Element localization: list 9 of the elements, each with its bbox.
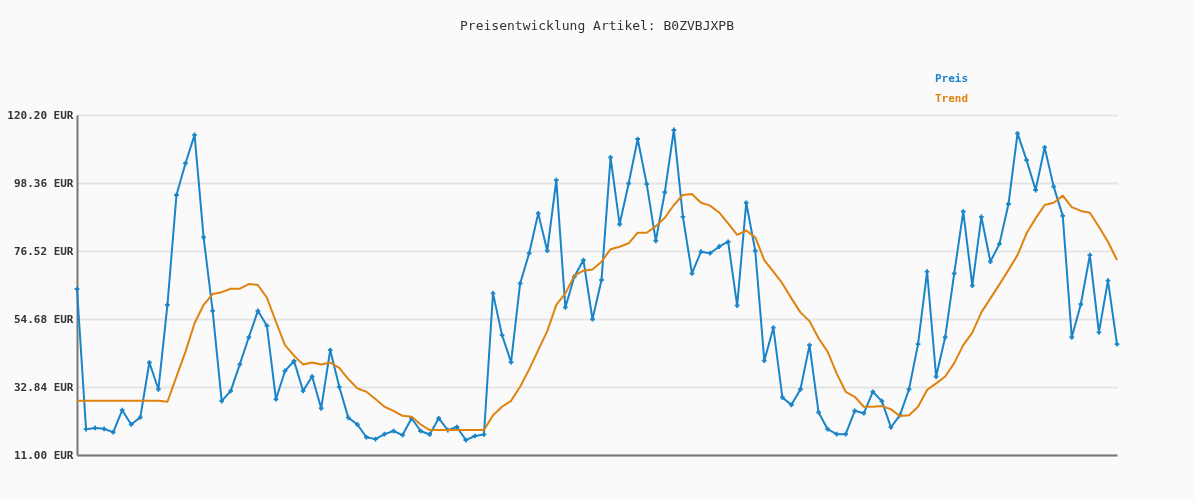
y-tick-label: 32.84 EUR bbox=[13, 380, 74, 394]
y-tick-label: 98.36 EUR bbox=[13, 176, 74, 190]
y-tick-label: 76.52 EUR bbox=[13, 244, 74, 258]
text: Trend bbox=[935, 92, 969, 105]
y-tick-label: 120.20 EUR bbox=[7, 108, 74, 122]
text: Preis bbox=[935, 72, 969, 85]
y-tick-label: 54.68 EUR bbox=[13, 312, 74, 326]
y-tick-label: 11.00 EUR bbox=[13, 448, 74, 462]
chart-title: Preisentwicklung Artikel: B0ZVBJXPB bbox=[460, 18, 735, 33]
